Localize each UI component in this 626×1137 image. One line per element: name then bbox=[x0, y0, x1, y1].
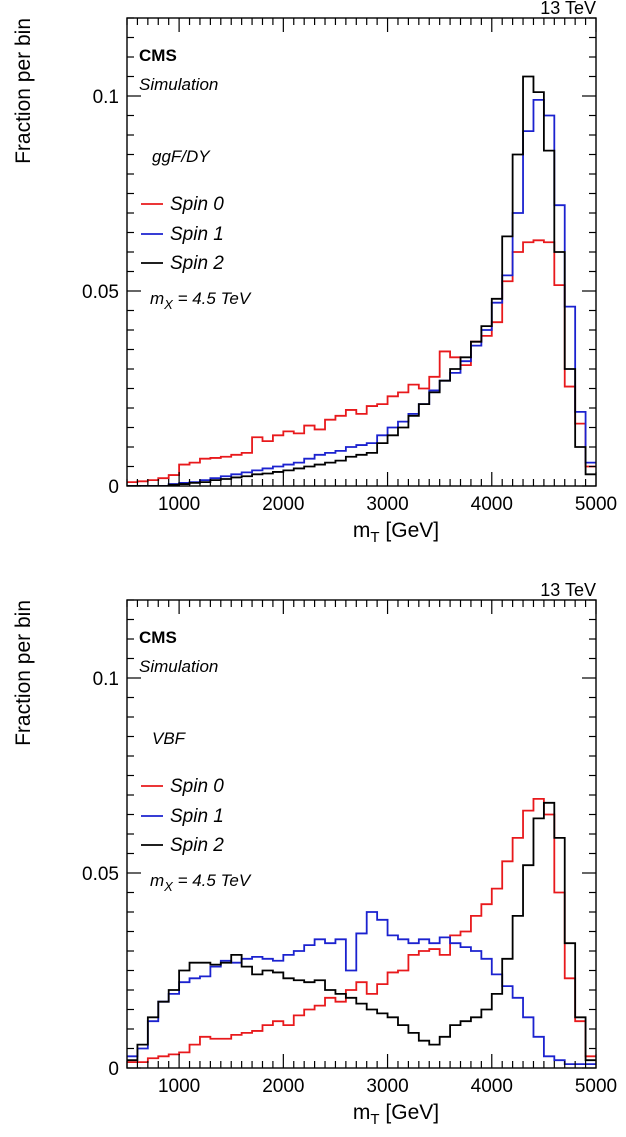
y-axis-title: Fraction per bin bbox=[12, 18, 35, 164]
series-line-spin-2 bbox=[127, 801, 596, 1062]
x-tick-label: 4000 bbox=[471, 1076, 513, 1097]
series-line-spin-1 bbox=[127, 911, 596, 1065]
x-axis-title: mT [GeV] bbox=[353, 1101, 439, 1128]
x-tick-label: 3000 bbox=[366, 1076, 408, 1097]
legend-label: Spin 1 bbox=[170, 806, 224, 827]
histograms bbox=[127, 75, 596, 486]
y-tick-label: 0.05 bbox=[82, 282, 119, 303]
energy-label: 13 TeV bbox=[540, 0, 596, 18]
x-tick-label: 5000 bbox=[575, 494, 617, 515]
x-tick-label: 4000 bbox=[471, 494, 513, 515]
cms-label: CMS bbox=[139, 628, 177, 647]
panel-vbf: 1000 2000 3000 4000 5000 0 0.05 0.1 mT [GeV] Frac… bbox=[12, 580, 617, 1128]
production-label: VBF bbox=[152, 729, 187, 748]
histograms bbox=[127, 798, 596, 1065]
y-tick-label: 0.1 bbox=[93, 87, 119, 108]
y-tick-label: 0.05 bbox=[82, 864, 119, 885]
energy-label: 13 TeV bbox=[540, 580, 596, 600]
series-line-spin-1 bbox=[127, 99, 596, 486]
cms-label: CMS bbox=[139, 46, 177, 65]
x-tick-label: 5000 bbox=[575, 1076, 617, 1097]
series-line-spin-0 bbox=[127, 798, 596, 1064]
x-tick-label: 1000 bbox=[158, 494, 200, 515]
legend-label: Spin 2 bbox=[170, 253, 224, 274]
legend-label: Spin 0 bbox=[170, 776, 224, 797]
x-tick-label: 3000 bbox=[366, 494, 408, 515]
x-tick-label: 2000 bbox=[262, 494, 304, 515]
x-axis-title: mT [GeV] bbox=[353, 519, 439, 546]
y-tick-label: 0 bbox=[108, 1059, 119, 1080]
legend-label: Spin 0 bbox=[170, 194, 224, 215]
y-tick-label: 0.1 bbox=[93, 669, 119, 690]
mass-label: mX = 4.5 TeV bbox=[150, 871, 252, 894]
simulation-label: Simulation bbox=[139, 75, 218, 94]
panel-ggf: 1000 2000 3000 4000 5000 0 0.05 0.1 mT [GeV] Frac… bbox=[12, 0, 617, 546]
legend-label: Spin 1 bbox=[170, 224, 224, 245]
production-label: ggF/DY bbox=[152, 147, 211, 166]
series-line-spin-2 bbox=[127, 75, 596, 486]
y-axis-title: Fraction per bin bbox=[12, 600, 35, 746]
x-tick-label: 1000 bbox=[158, 1076, 200, 1097]
x-tick-label: 2000 bbox=[262, 1076, 304, 1097]
y-tick-label: 0 bbox=[108, 477, 119, 498]
mass-label: mX = 4.5 TeV bbox=[150, 289, 252, 312]
simulation-label: Simulation bbox=[139, 657, 218, 676]
series-line-spin-0 bbox=[127, 239, 596, 483]
legend-label: Spin 2 bbox=[170, 835, 224, 856]
